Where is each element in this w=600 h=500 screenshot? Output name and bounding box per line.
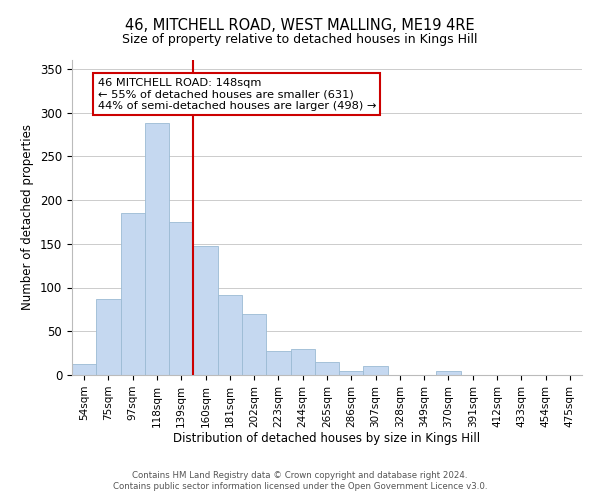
Bar xyxy=(315,362,339,375)
Bar xyxy=(121,213,145,375)
Bar xyxy=(364,366,388,375)
Bar xyxy=(193,246,218,375)
Text: Size of property relative to detached houses in Kings Hill: Size of property relative to detached ho… xyxy=(122,32,478,46)
Bar xyxy=(145,123,169,375)
Bar xyxy=(266,352,290,375)
Bar xyxy=(169,222,193,375)
Text: Contains HM Land Registry data © Crown copyright and database right 2024.: Contains HM Land Registry data © Crown c… xyxy=(132,471,468,480)
Bar xyxy=(96,299,121,375)
Bar xyxy=(242,314,266,375)
Bar xyxy=(72,364,96,375)
Text: 46 MITCHELL ROAD: 148sqm
← 55% of detached houses are smaller (631)
44% of semi-: 46 MITCHELL ROAD: 148sqm ← 55% of detach… xyxy=(97,78,376,110)
Text: Contains public sector information licensed under the Open Government Licence v3: Contains public sector information licen… xyxy=(113,482,487,491)
X-axis label: Distribution of detached houses by size in Kings Hill: Distribution of detached houses by size … xyxy=(173,432,481,446)
Text: 46, MITCHELL ROAD, WEST MALLING, ME19 4RE: 46, MITCHELL ROAD, WEST MALLING, ME19 4R… xyxy=(125,18,475,32)
Bar xyxy=(218,294,242,375)
Bar xyxy=(436,370,461,375)
Bar xyxy=(290,349,315,375)
Bar xyxy=(339,370,364,375)
Y-axis label: Number of detached properties: Number of detached properties xyxy=(22,124,34,310)
